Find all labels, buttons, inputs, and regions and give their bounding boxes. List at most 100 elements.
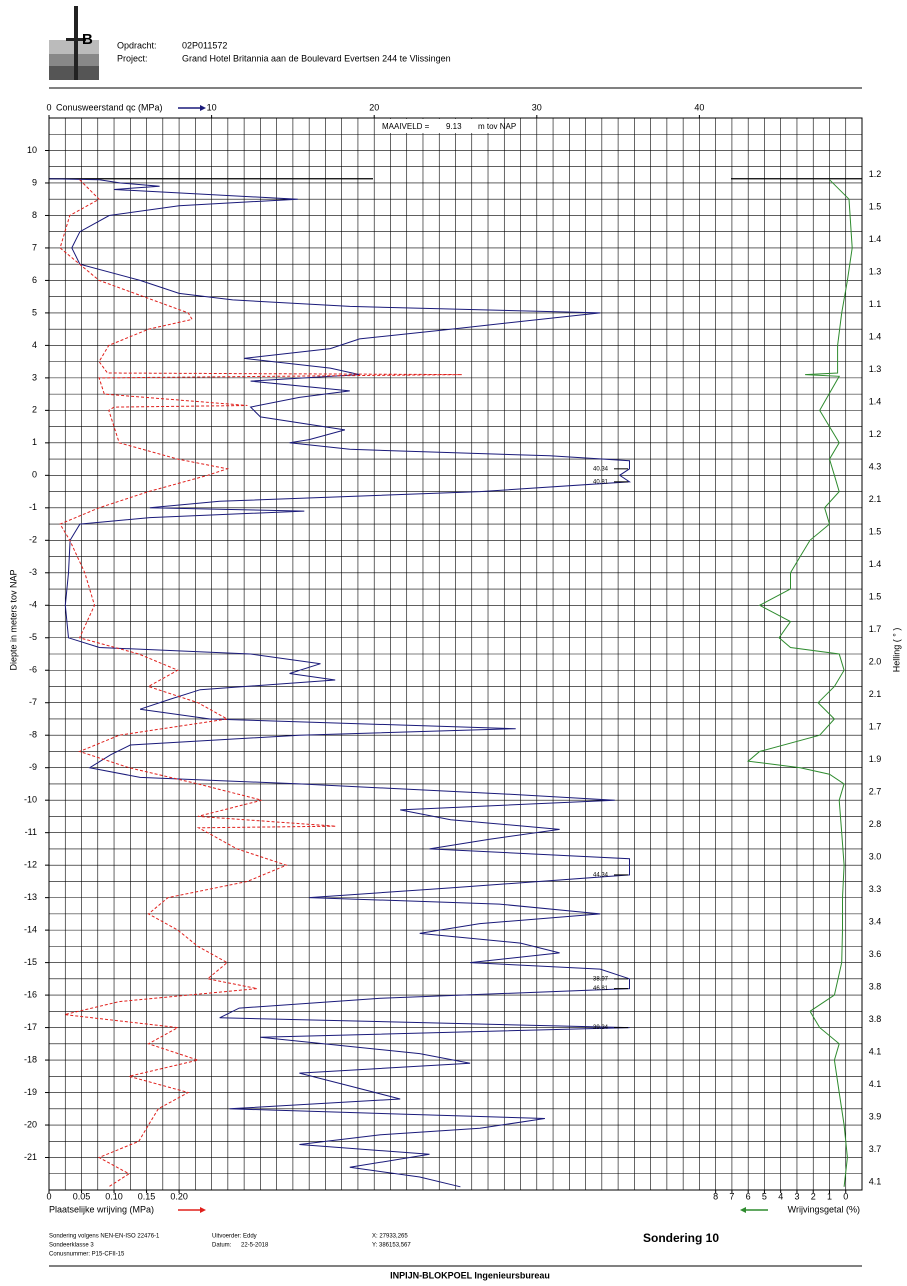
qc-tick-label: 40 xyxy=(694,102,704,112)
y-tick-label: 2 xyxy=(32,405,37,415)
rf-tick-label: 4 xyxy=(778,1191,783,1201)
clip-label: 40.81 xyxy=(593,479,609,485)
y-tick-label: 8 xyxy=(32,210,37,220)
helling-value: 4.1 xyxy=(869,1079,882,1089)
y-tick-label: -1 xyxy=(29,502,37,512)
rf-axis-label: Wrijvingsgetal (%) xyxy=(788,1204,860,1214)
helling-value: 3.9 xyxy=(869,1111,882,1121)
y-tick-label: 6 xyxy=(32,275,37,285)
y-tick-label: -16 xyxy=(24,989,37,999)
y-tick-label: 1 xyxy=(32,437,37,447)
rf-tick-label: 8 xyxy=(713,1191,718,1201)
qc-tick-label: 30 xyxy=(532,102,542,112)
qc-arrow-head xyxy=(200,105,206,111)
rf-tick-label: 5 xyxy=(762,1191,767,1201)
company: INPIJN-BLOKPOEL Ingenieursbureau xyxy=(390,1270,550,1280)
helling-value: 3.4 xyxy=(869,916,882,926)
helling-value: 4.3 xyxy=(869,462,882,472)
y-tick-label: -15 xyxy=(24,957,37,967)
clip-label: 40.34 xyxy=(593,466,609,472)
plot: 40.34 40.81 44.34 38.97 46.81 39.34 xyxy=(48,178,862,1188)
y-tick-label: 5 xyxy=(32,307,37,317)
y-tick-label: -21 xyxy=(24,1152,37,1162)
helling-label: Helling ( ° ) xyxy=(891,628,901,673)
helling-value: 2.1 xyxy=(869,689,882,699)
y-tick-label: -4 xyxy=(29,600,37,610)
y-tick-label: 3 xyxy=(32,372,37,382)
helling-value: 1.9 xyxy=(869,754,882,764)
y-tick-label: -19 xyxy=(24,1087,37,1097)
y-tick-label: 10 xyxy=(27,145,37,155)
y-tick-label: 4 xyxy=(32,340,37,350)
helling-value: 1.2 xyxy=(869,169,882,179)
y-tick-label: 9 xyxy=(32,177,37,187)
rf-tick-label: 3 xyxy=(794,1191,799,1201)
grid xyxy=(48,117,863,1191)
helling-value: 2.0 xyxy=(869,656,882,666)
rf-arrow-head xyxy=(740,1207,746,1213)
y-tick-label: -5 xyxy=(29,632,37,642)
frame xyxy=(48,117,863,1191)
y-tick-label: -10 xyxy=(24,795,37,805)
rf-tick-label: 1 xyxy=(827,1191,832,1201)
y-tick-label: -6 xyxy=(29,665,37,675)
helling-value: 3.8 xyxy=(869,981,882,991)
y-tick-label: -8 xyxy=(29,730,37,740)
helling-value: 1.4 xyxy=(869,397,882,407)
clip-label: 44.34 xyxy=(593,872,609,878)
helling-value: 2.1 xyxy=(869,494,882,504)
opdracht-label: Opdracht: xyxy=(117,40,157,50)
qc-tick-label: 20 xyxy=(369,102,379,112)
y-tick-label: -11 xyxy=(25,827,37,837)
fs-tick-label: 0.10 xyxy=(105,1191,123,1201)
qc-axis-label: Conusweerstand qc (MPa) xyxy=(56,102,163,112)
svg-text:B: B xyxy=(82,31,93,48)
fs-tick-label: 0.20 xyxy=(170,1191,188,1201)
helling-value: 3.3 xyxy=(869,884,882,894)
series-line xyxy=(747,179,853,1187)
helling-value: 1.7 xyxy=(869,721,882,731)
y-tick-label: -13 xyxy=(24,892,37,902)
y-axis-label: Diepte in meters tov NAP xyxy=(8,569,18,670)
clip-label: 46.81 xyxy=(593,986,609,992)
footer-datum-label: Datum: xyxy=(212,1243,232,1249)
footer-datum: 22-5-2018 xyxy=(241,1243,269,1249)
sondering-title: Sondering 10 xyxy=(643,1231,719,1245)
footer-klasse: Sondeerklasse 3 xyxy=(49,1243,94,1249)
clip-label: 38.97 xyxy=(593,976,609,982)
logo: B xyxy=(49,6,99,80)
helling-value: 1.4 xyxy=(869,332,882,342)
helling-value: 4.1 xyxy=(869,1046,882,1056)
rf-tick-label: 2 xyxy=(811,1191,816,1201)
y-tick-label: -9 xyxy=(29,762,37,772)
opdracht: 02P011572 xyxy=(182,40,227,50)
y-tick-label: 0 xyxy=(32,470,37,480)
series-line xyxy=(59,179,463,1188)
y-tick-label: -17 xyxy=(24,1022,37,1032)
maaiveld-unit: m tov NAP xyxy=(478,122,516,131)
fs-tick-label: 0.15 xyxy=(138,1191,156,1201)
footer-norm: Sondering volgens NEN-EN-ISO 22476-1 xyxy=(49,1234,160,1240)
helling-value: 2.8 xyxy=(869,819,882,829)
helling-value: 1.3 xyxy=(869,267,882,277)
helling-value: 1.2 xyxy=(869,429,882,439)
rf-tick-label: 7 xyxy=(729,1191,734,1201)
footer-conus: Conusnummer: P15-CFII-15 xyxy=(49,1252,125,1258)
helling-value: 1.4 xyxy=(869,234,882,244)
qc-tick-label: 10 xyxy=(207,102,217,112)
helling-value: 3.8 xyxy=(869,1014,882,1024)
fs-arrow-head xyxy=(200,1207,206,1213)
helling-value: 4.1 xyxy=(869,1176,882,1186)
helling-value: 1.1 xyxy=(869,299,882,309)
footer-y: Y: 386153,567 xyxy=(372,1243,411,1249)
y-tick-label: -18 xyxy=(24,1054,37,1064)
helling-value: 3.7 xyxy=(869,1144,882,1154)
helling-value: 1.7 xyxy=(869,624,882,634)
fs-tick-label: 0.05 xyxy=(73,1191,91,1201)
qc-tick-label: 0 xyxy=(46,102,51,112)
fs-axis-label: Plaatselijke wrijving (MPa) xyxy=(49,1204,154,1214)
y-tick-label: -2 xyxy=(29,535,37,545)
clip-label: 39.34 xyxy=(593,1025,609,1031)
maaiveld-value: 9.13 xyxy=(446,122,462,131)
